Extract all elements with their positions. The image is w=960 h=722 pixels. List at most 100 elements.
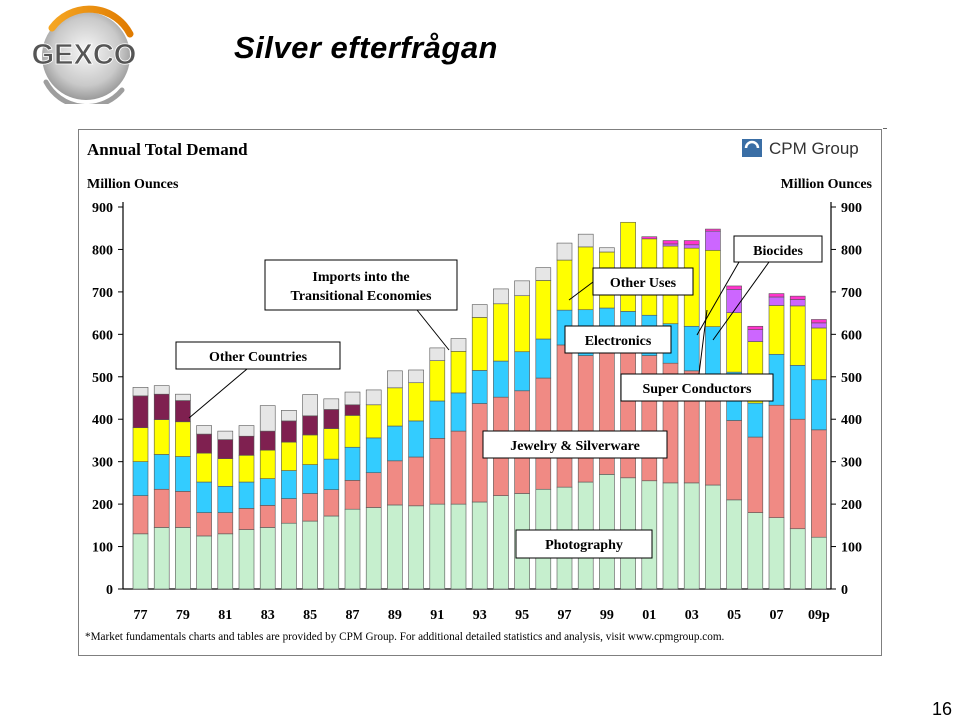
callout-line: Imports into the	[312, 270, 409, 285]
bar-segment	[238, 454, 255, 483]
bar-segment	[471, 501, 488, 590]
callout-label: Other Uses	[610, 276, 677, 291]
bar-segment	[132, 533, 149, 590]
x-tick-label: 93	[473, 608, 487, 623]
y-tick-label-left: 800	[92, 243, 113, 258]
bar-segment	[726, 420, 742, 501]
cpm-group-label: CPM Group	[769, 139, 859, 158]
bar-segment	[556, 344, 573, 488]
bar-segment	[132, 495, 149, 535]
bar-segment	[535, 338, 552, 379]
bar-segment	[811, 319, 827, 324]
bar-segment	[577, 233, 594, 248]
y-tick-label-right: 600	[841, 328, 862, 343]
bar-segment	[344, 404, 361, 416]
callout-pointer	[568, 281, 594, 301]
bar-segment	[662, 243, 679, 247]
bar-segment	[153, 393, 170, 420]
bar-segment	[705, 249, 721, 327]
callout-label: Electronics	[585, 334, 652, 349]
bar-segment	[768, 404, 785, 518]
bar-segment	[408, 369, 424, 384]
bar-segment	[302, 415, 318, 436]
x-tick-label: 97	[558, 608, 572, 623]
bar-segment	[408, 420, 424, 458]
bar-segment	[514, 351, 530, 392]
bar-segment	[493, 288, 509, 305]
bar-segment	[259, 430, 276, 451]
bar-segment	[153, 419, 170, 455]
x-tick-label: 85	[303, 608, 317, 623]
bar-segment	[132, 427, 149, 462]
bar-segment	[726, 289, 742, 313]
bar-segment	[683, 325, 700, 372]
bar-segment	[365, 472, 382, 508]
bar-segment	[789, 528, 806, 590]
bar-segment	[705, 230, 721, 251]
axes: 0 0 100 100 200 200 300 300 400 400 500 500 600 600 70…	[92, 201, 862, 623]
y-tick-label-left: 0	[106, 583, 113, 598]
bar-segment	[811, 322, 827, 329]
bar-segment	[344, 480, 361, 510]
y-tick-label-left: 600	[92, 328, 113, 343]
bar-segment	[302, 493, 318, 522]
y-tick-label-left: 900	[92, 201, 113, 216]
bar-segment	[535, 280, 552, 340]
callout: Electronics	[564, 325, 672, 354]
bar-segment	[577, 246, 594, 311]
svg-text:GEXCO: GEXCO	[32, 39, 137, 71]
bars	[132, 221, 827, 590]
decorative-dash	[883, 128, 887, 129]
y-tick-label-right: 500	[841, 371, 862, 386]
bar-segment	[175, 393, 191, 401]
callout-box	[592, 267, 694, 296]
bar-segment	[365, 437, 382, 474]
bar-segment	[238, 425, 255, 437]
bar-segment	[175, 491, 191, 528]
bar-segment	[281, 498, 297, 524]
y-tick-label-left: 500	[92, 371, 113, 386]
bar-segment	[789, 305, 806, 366]
bar-segment	[493, 303, 509, 362]
bar-segment	[217, 512, 234, 535]
bar-segment	[387, 387, 403, 427]
bar-segment	[132, 387, 149, 397]
bar-segment	[365, 507, 382, 590]
callout-label: Imports into the Transitional Economies	[291, 270, 432, 304]
y-tick-label-right: 700	[841, 286, 862, 301]
bar-segment	[196, 481, 212, 513]
bar-segment	[217, 485, 234, 513]
bar-segment	[620, 349, 636, 479]
bar-segment	[429, 347, 446, 361]
bar-segment	[281, 441, 297, 471]
callout-line: Transitional Economies	[291, 289, 432, 304]
y-tick-label-right: 300	[841, 456, 862, 471]
bar-segment	[429, 503, 446, 590]
callout-label: Jewelry & Silverware	[510, 439, 640, 454]
bar-segment	[344, 508, 361, 590]
bar-segment	[217, 533, 234, 590]
bar-segment	[217, 458, 234, 487]
bar-segment	[344, 415, 361, 448]
bar-segment	[641, 236, 658, 240]
bar-segment	[747, 329, 764, 342]
bar-segment	[450, 503, 467, 590]
bar-segment	[302, 394, 318, 417]
y-tick-label-left: 300	[92, 456, 113, 471]
y-axis-label-right: Million Ounces	[781, 177, 873, 192]
bar-segment	[683, 244, 700, 249]
bar-segment	[302, 434, 318, 465]
bar-segment	[811, 327, 827, 381]
y-tick-label-right: 200	[841, 498, 862, 513]
bar-segment	[811, 536, 827, 590]
bar-segment	[705, 228, 721, 232]
bar-segment	[768, 296, 785, 306]
bar-segment	[768, 293, 785, 298]
bar-segment	[620, 221, 636, 312]
bar-segment	[153, 488, 170, 528]
bar-segment	[132, 395, 149, 429]
callout-box	[733, 235, 823, 263]
bar-segment	[323, 458, 340, 490]
y-tick-label-left: 200	[92, 498, 113, 513]
bar-segment	[238, 508, 255, 530]
